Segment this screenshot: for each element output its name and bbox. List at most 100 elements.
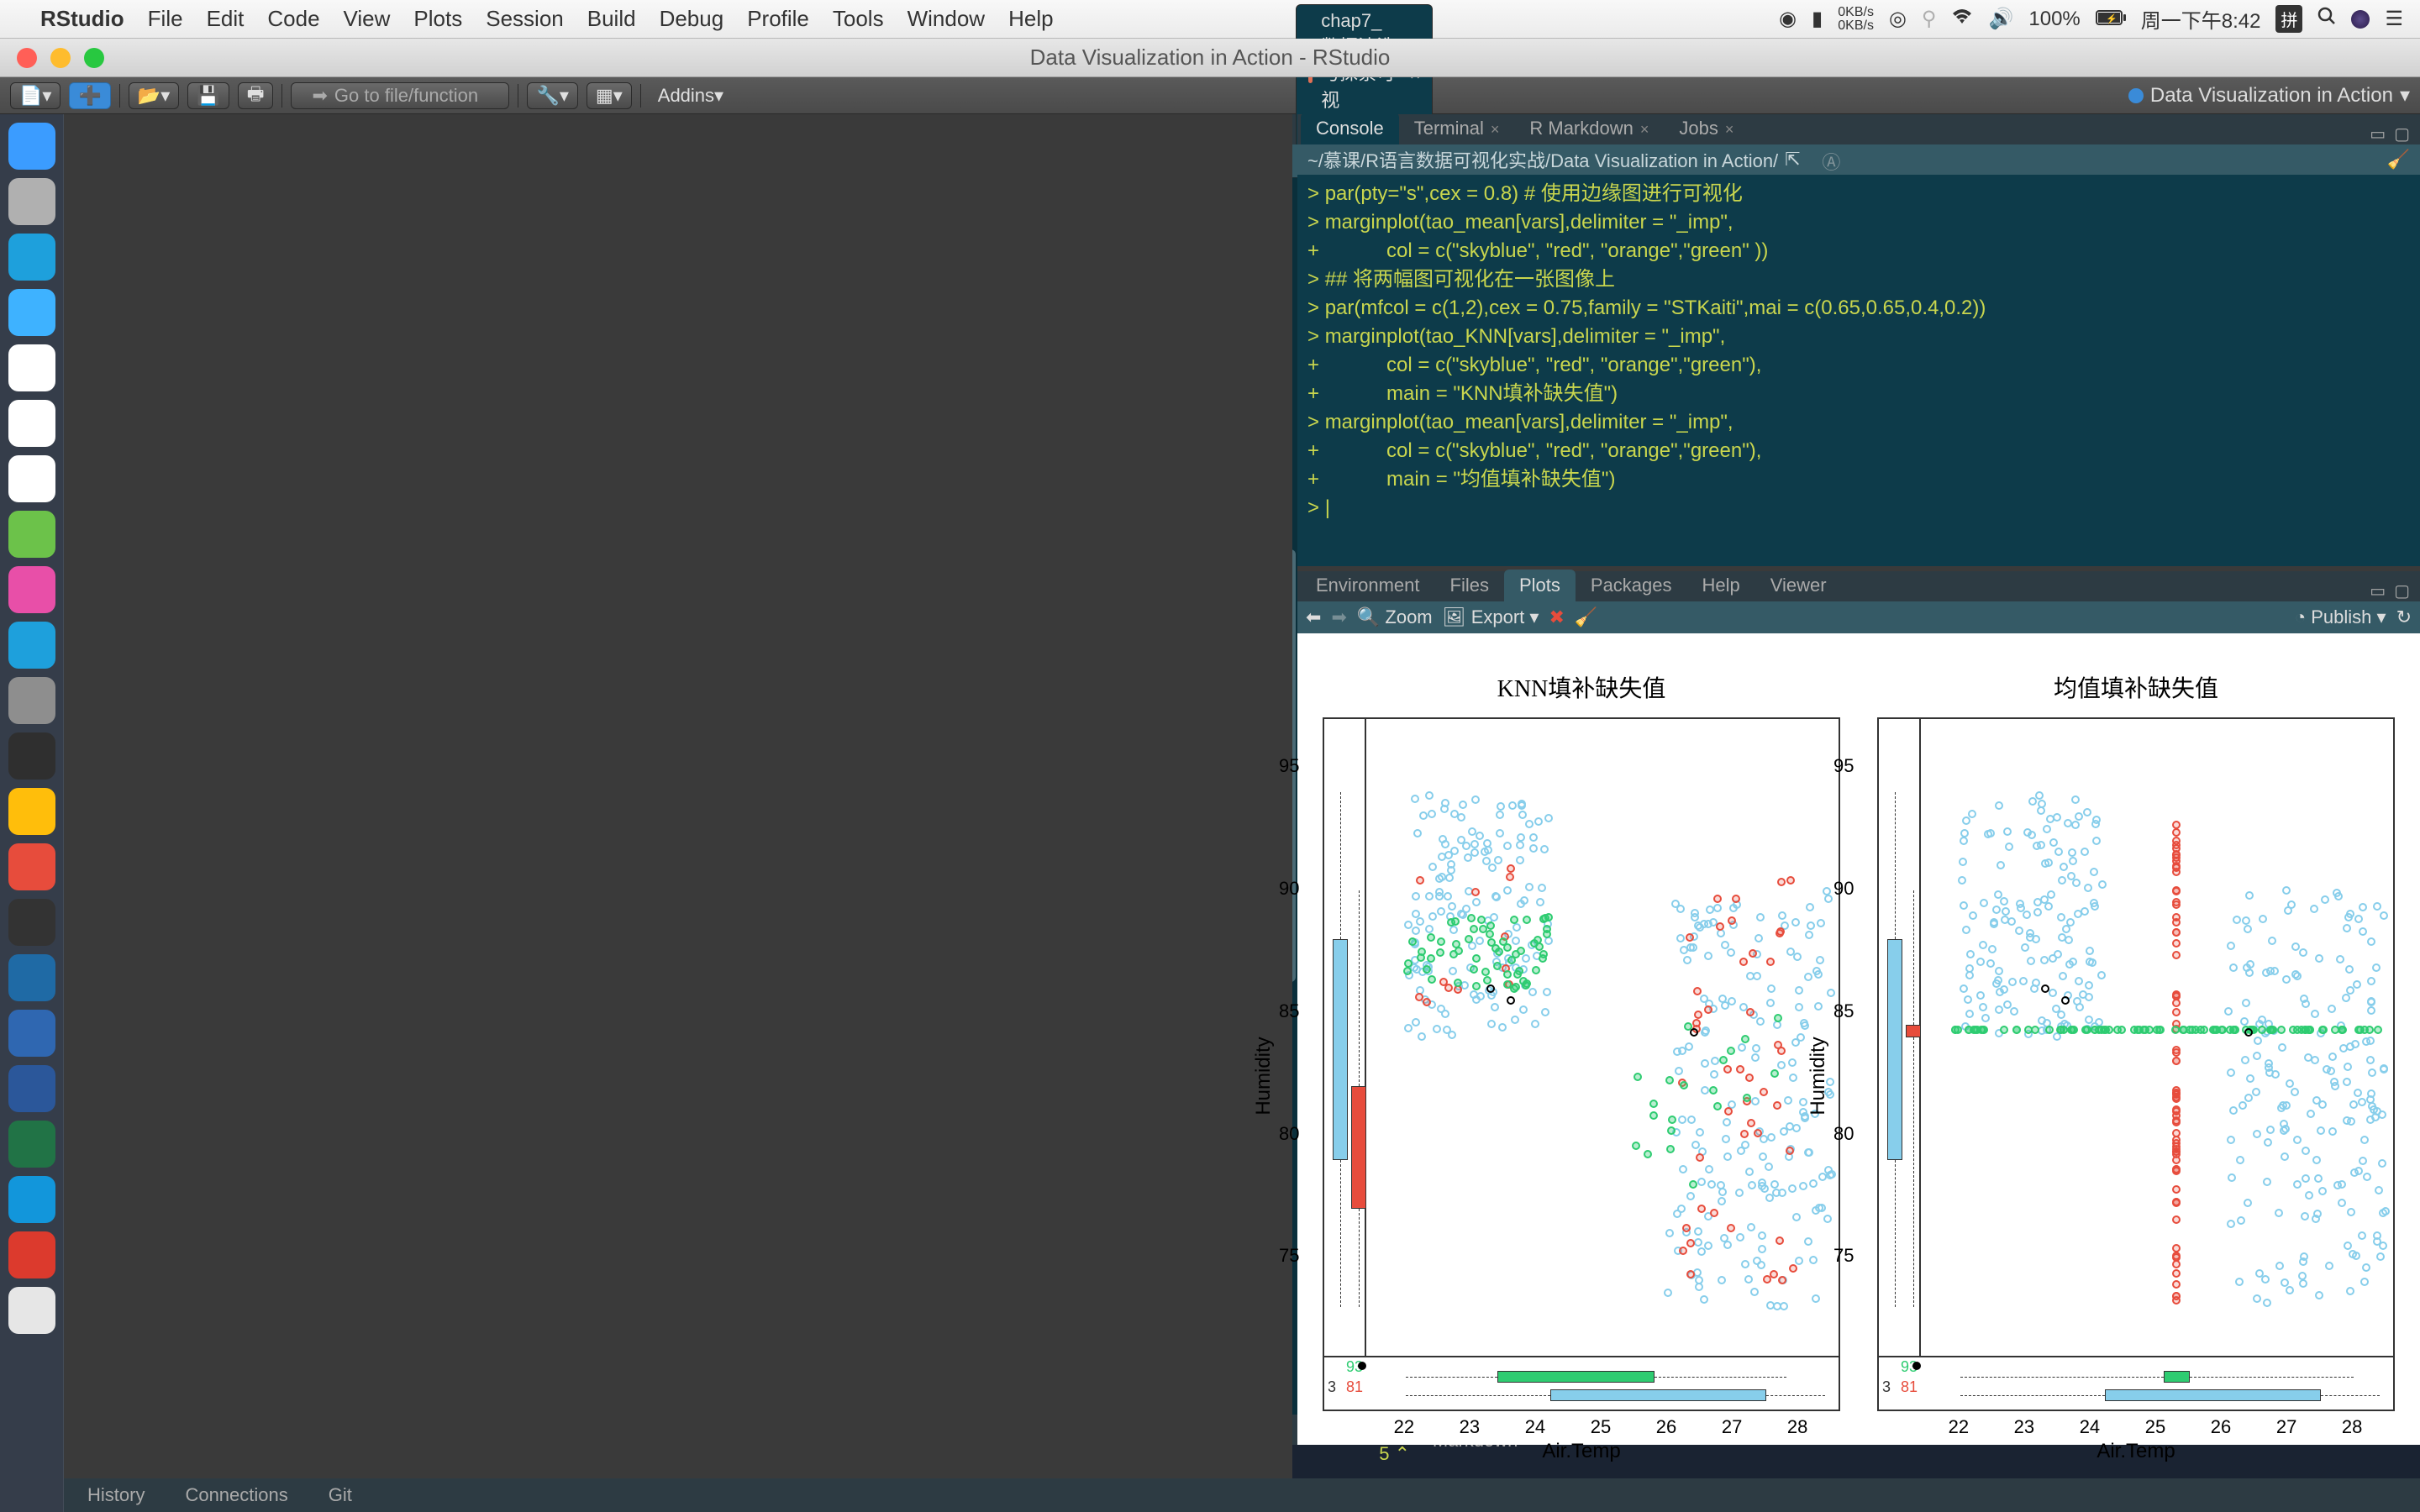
tab-console[interactable]: Console	[1301, 113, 1399, 144]
tab-files[interactable]: Files	[1435, 570, 1504, 601]
menu-session[interactable]: Session	[486, 6, 564, 32]
tab-git[interactable]: Git	[318, 1481, 362, 1509]
save-all-button[interactable]: 🖶	[238, 82, 274, 109]
addins-button[interactable]: Addins ▾	[650, 82, 732, 109]
minimize-button[interactable]	[50, 48, 71, 68]
tab-terminal[interactable]: Terminal×	[1399, 113, 1515, 144]
tab-help[interactable]: Help	[1687, 570, 1755, 601]
bluetooth-icon[interactable]: ⚲	[1922, 7, 1937, 31]
working-directory[interactable]: ~/慕课/R语言数据可视化实战/Data Visualization in Ac…	[1307, 146, 1778, 173]
save-button[interactable]: 💾	[187, 82, 229, 109]
menu-view[interactable]: View	[344, 6, 391, 32]
dock-app-excel[interactable]	[8, 1121, 55, 1168]
dock-app-r-icon[interactable]	[8, 954, 55, 1001]
console-output[interactable]: > par(pty="s",cex = 0.8) # 使用边缘图进行可视化> m…	[1297, 175, 2420, 566]
dock-app-acrobat[interactable]	[8, 1231, 55, 1278]
dock-app-word[interactable]	[8, 1065, 55, 1112]
clear-plots-button[interactable]: 🧹	[1575, 606, 1597, 628]
tab-jobs[interactable]: Jobs×	[1664, 113, 1749, 144]
tab-rmarkdown[interactable]: R Markdown×	[1514, 113, 1664, 144]
export-button[interactable]: 🖼 Export ▾	[1443, 606, 1539, 628]
source-editor[interactable]: 1051061071081091101111121131141151161171…	[1292, 178, 1297, 1415]
scatter-point	[2059, 972, 2067, 980]
dock-app-qq2[interactable]	[8, 1176, 55, 1223]
refresh-plot-button[interactable]: ↻	[2396, 606, 2412, 628]
goto-file-input[interactable]: ➡Go to file/function	[291, 82, 509, 109]
clear-console-icon[interactable]: 🧹	[2387, 149, 2410, 171]
dock-app-rstudio[interactable]	[8, 1010, 55, 1057]
menu-build[interactable]: Build	[587, 6, 636, 32]
new-file-button[interactable]: 📄▾	[10, 82, 60, 109]
volume-icon[interactable]: 🔊	[1988, 7, 2013, 31]
project-menu[interactable]: Data Visualization in Action ▾	[2128, 83, 2410, 108]
new-project-button[interactable]: ➕	[69, 82, 110, 109]
dock-app-launchpad[interactable]	[8, 178, 55, 225]
menu-file[interactable]: File	[148, 6, 183, 32]
datetime[interactable]: 周一下午8:42	[2141, 4, 2261, 34]
tools-button[interactable]: 🔧▾	[527, 82, 577, 109]
console-maximize-icon[interactable]: ▢	[2394, 123, 2410, 144]
publish-button[interactable]: ◔ Publish ▾	[2295, 606, 2386, 628]
y-tick: 95	[1279, 755, 1299, 777]
menu-debug[interactable]: Debug	[660, 6, 724, 32]
menu-tools[interactable]: Tools	[833, 6, 884, 32]
scatter-point	[2242, 916, 2250, 925]
popout-icon[interactable]: ⇱	[1785, 149, 1800, 171]
plot-next-button[interactable]: ➡	[1331, 606, 1346, 628]
dock-app-trash[interactable]	[8, 1287, 55, 1334]
menu-window[interactable]: Window	[908, 6, 985, 32]
scatter-point	[1711, 1057, 1719, 1065]
compile-button[interactable]: Ⓐ	[1822, 148, 1840, 175]
plot-collapse-icon[interactable]: ▭	[2370, 580, 2386, 601]
scatter-point	[2360, 1136, 2369, 1144]
open-file-button[interactable]: 📂▾	[129, 82, 179, 109]
dock-app-photos[interactable]	[8, 400, 55, 447]
status-tux-icon[interactable]: ▮	[1812, 7, 1823, 31]
dock-app-messages[interactable]	[8, 566, 55, 613]
zoom-button[interactable]: 🔍 Zoom	[1357, 606, 1433, 628]
console-collapse-icon[interactable]: ▭	[2370, 123, 2386, 144]
grid-button[interactable]: ▦▾	[587, 82, 632, 109]
dock-app-notes[interactable]	[8, 455, 55, 502]
spotlight-icon[interactable]	[2317, 7, 2336, 31]
sync-icon[interactable]: ◎	[1889, 7, 1907, 31]
tab-viewer[interactable]: Viewer	[1755, 570, 1842, 601]
siri-icon[interactable]	[2351, 10, 2370, 29]
vertical-splitter[interactable]	[64, 114, 1292, 1478]
battery-icon[interactable]: ⚡	[2096, 8, 2126, 31]
plot-maximize-icon[interactable]: ▢	[2394, 580, 2410, 601]
dock-app-calendar[interactable]	[8, 344, 55, 391]
dock-app-chrome[interactable]	[8, 788, 55, 835]
dock-app-maps[interactable]	[8, 511, 55, 558]
dock-app-terminal[interactable]	[8, 732, 55, 780]
status-dot-icon[interactable]: ◉	[1779, 7, 1797, 31]
menu-plots[interactable]: Plots	[413, 6, 462, 32]
editor-scrollbar[interactable]	[1292, 178, 1297, 1415]
tab-packages[interactable]: Packages	[1576, 570, 1687, 601]
menu-code[interactable]: Code	[267, 6, 319, 32]
tab-history[interactable]: History	[77, 1481, 155, 1509]
tab-plots[interactable]: Plots	[1504, 570, 1576, 601]
close-button[interactable]	[17, 48, 37, 68]
remove-plot-button[interactable]: ✖	[1549, 606, 1564, 628]
plot-prev-button[interactable]: ⬅	[1306, 606, 1321, 628]
dock-app-penguin[interactable]	[8, 899, 55, 946]
wifi-icon[interactable]	[1951, 8, 1973, 31]
tab-connections[interactable]: Connections	[175, 1481, 297, 1509]
dock-app-settings[interactable]	[8, 677, 55, 724]
menu-profile[interactable]: Profile	[747, 6, 809, 32]
ime-indicator[interactable]: 拼	[2275, 5, 2302, 33]
scatter-point	[1723, 1118, 1731, 1126]
dock-app-mail[interactable]	[8, 289, 55, 336]
menu-help[interactable]: Help	[1008, 6, 1053, 32]
dock-app-appstore[interactable]	[8, 622, 55, 669]
notifications-icon[interactable]: ☰	[2385, 7, 2403, 31]
dock-app-safari[interactable]	[8, 234, 55, 281]
menu-edit[interactable]: Edit	[207, 6, 245, 32]
maximize-button[interactable]	[84, 48, 104, 68]
scatter-point	[1689, 943, 1697, 952]
dock-app-qq[interactable]	[8, 843, 55, 890]
dock-app-finder[interactable]	[8, 123, 55, 170]
app-name[interactable]: RStudio	[40, 6, 124, 32]
tab-environment[interactable]: Environment	[1301, 570, 1435, 601]
